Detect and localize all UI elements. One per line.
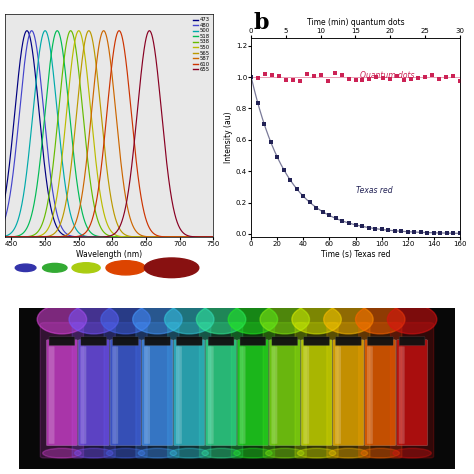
- FancyBboxPatch shape: [272, 346, 277, 444]
- Y-axis label: Intensity (au): Intensity (au): [224, 112, 233, 163]
- Ellipse shape: [101, 305, 150, 334]
- FancyBboxPatch shape: [72, 323, 115, 458]
- FancyBboxPatch shape: [327, 323, 370, 458]
- Text: b: b: [254, 12, 269, 34]
- FancyBboxPatch shape: [231, 323, 274, 458]
- Ellipse shape: [106, 448, 145, 458]
- Ellipse shape: [292, 305, 341, 334]
- FancyBboxPatch shape: [110, 340, 141, 446]
- FancyBboxPatch shape: [81, 346, 86, 444]
- FancyBboxPatch shape: [303, 346, 309, 444]
- FancyBboxPatch shape: [397, 340, 428, 446]
- Ellipse shape: [324, 305, 373, 334]
- FancyBboxPatch shape: [263, 323, 306, 458]
- Ellipse shape: [170, 448, 209, 458]
- FancyBboxPatch shape: [208, 346, 214, 444]
- FancyBboxPatch shape: [206, 340, 237, 446]
- X-axis label: Time (s) Texas red: Time (s) Texas red: [321, 250, 390, 259]
- FancyBboxPatch shape: [144, 346, 150, 444]
- FancyBboxPatch shape: [237, 340, 268, 446]
- Ellipse shape: [329, 448, 368, 458]
- FancyBboxPatch shape: [78, 340, 109, 446]
- FancyBboxPatch shape: [176, 337, 202, 346]
- Ellipse shape: [43, 448, 81, 458]
- Ellipse shape: [37, 305, 87, 334]
- Ellipse shape: [356, 305, 405, 334]
- Ellipse shape: [72, 263, 100, 273]
- FancyBboxPatch shape: [200, 323, 243, 458]
- Ellipse shape: [69, 305, 118, 334]
- FancyBboxPatch shape: [49, 346, 55, 444]
- FancyBboxPatch shape: [49, 337, 75, 346]
- Ellipse shape: [361, 448, 400, 458]
- FancyBboxPatch shape: [367, 346, 373, 444]
- FancyBboxPatch shape: [104, 323, 147, 458]
- FancyBboxPatch shape: [359, 323, 402, 458]
- Ellipse shape: [297, 448, 336, 458]
- Text: Quantum dots: Quantum dots: [360, 71, 414, 80]
- Legend: 473, 480, 500, 518, 538, 550, 565, 587, 610, 655: 473, 480, 500, 518, 538, 550, 565, 587, …: [192, 17, 210, 73]
- Ellipse shape: [43, 264, 67, 272]
- Ellipse shape: [74, 448, 113, 458]
- Text: Texas red: Texas red: [356, 186, 392, 195]
- FancyBboxPatch shape: [112, 346, 118, 444]
- FancyBboxPatch shape: [113, 337, 138, 346]
- FancyBboxPatch shape: [46, 340, 77, 446]
- Ellipse shape: [228, 305, 278, 334]
- FancyBboxPatch shape: [301, 340, 332, 446]
- Ellipse shape: [393, 448, 431, 458]
- FancyBboxPatch shape: [399, 337, 425, 346]
- Ellipse shape: [260, 305, 310, 334]
- FancyBboxPatch shape: [399, 346, 405, 444]
- Ellipse shape: [234, 448, 272, 458]
- FancyBboxPatch shape: [176, 346, 182, 444]
- FancyBboxPatch shape: [269, 340, 300, 446]
- FancyBboxPatch shape: [365, 340, 396, 446]
- Ellipse shape: [133, 305, 182, 334]
- FancyBboxPatch shape: [145, 337, 170, 346]
- FancyBboxPatch shape: [336, 337, 361, 346]
- Ellipse shape: [387, 305, 437, 334]
- Ellipse shape: [164, 305, 214, 334]
- X-axis label: Time (min) quantum dots: Time (min) quantum dots: [307, 18, 404, 27]
- FancyBboxPatch shape: [391, 323, 434, 458]
- FancyBboxPatch shape: [304, 337, 329, 346]
- FancyBboxPatch shape: [240, 337, 266, 346]
- Ellipse shape: [106, 261, 146, 275]
- Ellipse shape: [196, 305, 246, 334]
- FancyBboxPatch shape: [333, 340, 364, 446]
- FancyBboxPatch shape: [272, 337, 298, 346]
- FancyBboxPatch shape: [142, 340, 173, 446]
- FancyBboxPatch shape: [240, 346, 246, 444]
- Ellipse shape: [138, 448, 177, 458]
- Ellipse shape: [265, 448, 304, 458]
- FancyBboxPatch shape: [367, 337, 393, 346]
- FancyBboxPatch shape: [168, 323, 211, 458]
- FancyBboxPatch shape: [335, 346, 341, 444]
- Ellipse shape: [202, 448, 240, 458]
- FancyBboxPatch shape: [174, 340, 205, 446]
- Ellipse shape: [145, 258, 199, 278]
- FancyBboxPatch shape: [295, 323, 338, 458]
- FancyBboxPatch shape: [136, 323, 179, 458]
- FancyBboxPatch shape: [81, 337, 107, 346]
- X-axis label: Wavelength (nm): Wavelength (nm): [76, 250, 142, 259]
- FancyBboxPatch shape: [208, 337, 234, 346]
- Ellipse shape: [15, 264, 36, 272]
- FancyBboxPatch shape: [40, 323, 83, 458]
